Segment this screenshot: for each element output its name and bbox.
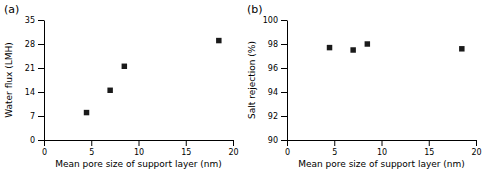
panel-label: (b) [247,3,263,16]
tick: 28 [25,40,44,49]
tick-label: 28 [25,40,35,49]
tick: 20 [228,140,238,157]
tick-mark [281,92,287,93]
tick-mark [281,20,287,21]
tick-mark [476,140,477,146]
tick: 10 [134,140,144,157]
tick: 21 [25,64,44,73]
panel: 0 5 10 15 20 0 7 14 21 28 35 Mean pore size of supp… [4,3,239,169]
tick: 98 [268,40,287,49]
x-axis-title: Mean pore size of support layer (nm) [55,159,222,169]
tick-label: 5 [89,148,94,157]
tick: 0 [285,140,290,157]
panel: 0 5 10 15 20 90 92 94 96 98 100 Mean pore size of s… [247,3,482,169]
chart: 0 5 10 15 20 0 7 14 21 28 35 Mean pore size of supp… [0,0,486,172]
tick-mark [38,20,44,21]
tick-label: 0 [42,148,47,157]
tick: 35 [25,16,44,25]
tick-label: 0 [30,136,35,145]
tick: 0 [30,136,44,145]
panel-label: (a) [4,3,19,16]
axis-line [287,21,288,141]
tick-mark [287,140,288,146]
tick-label: 15 [181,148,191,157]
tick-label: 96 [268,64,278,73]
tick-mark [334,140,335,146]
tick-mark [186,140,187,146]
point [327,45,332,50]
tick-mark [38,44,44,45]
tick-label: 10 [134,148,144,157]
tick: 90 [268,136,287,145]
tick-label: 14 [25,88,35,97]
tick-mark [38,140,44,141]
point [365,41,370,46]
x-axis: 0 5 10 15 20 [285,140,482,157]
tick-mark [38,92,44,93]
tick: 5 [89,140,94,157]
tick: 20 [471,140,481,157]
tick: 14 [25,88,44,97]
tick-label: 100 [263,16,278,25]
tick-label: 98 [268,40,278,49]
tick-label: 0 [285,148,290,157]
tick-label: 92 [268,112,278,121]
point [459,46,464,51]
y-axis: 0 7 14 21 28 35 [25,16,45,145]
points [327,41,465,52]
tick-label: 5 [332,148,337,157]
tick: 15 [424,140,434,157]
tick-label: 10 [377,148,387,157]
tick-mark [382,140,383,146]
points [84,38,222,115]
tick: 15 [181,140,191,157]
tick-mark [429,140,430,146]
tick: 5 [332,140,337,157]
tick-mark [281,68,287,69]
tick: 100 [263,16,287,25]
tick-label: 7 [30,112,35,121]
x-axis-title: Mean pore size of support layer (nm) [298,159,465,169]
tick-mark [91,140,92,146]
tick: 96 [268,64,287,73]
point [122,64,127,69]
tick: 0 [42,140,47,157]
tick-mark [281,116,287,117]
tick: 94 [268,88,287,97]
y-axis: 90 92 94 96 98 100 [263,16,288,145]
point [84,110,89,115]
tick-label: 94 [268,88,278,97]
tick: 92 [268,112,287,121]
tick-mark [44,140,45,146]
y-axis-title: Salt rejection (%) [247,41,257,119]
tick-mark [139,140,140,146]
x-axis: 0 5 10 15 20 [42,140,239,157]
tick-label: 20 [471,148,481,157]
tick-mark [38,68,44,69]
tick-mark [281,140,287,141]
point [216,38,221,43]
tick-label: 21 [25,64,35,73]
tick-mark [281,44,287,45]
y-axis-title: Water flux (LMH) [4,42,14,118]
tick-mark [38,116,44,117]
axis-line [44,21,45,141]
tick-label: 90 [268,136,278,145]
point [350,47,355,52]
tick: 10 [377,140,387,157]
tick-label: 20 [228,148,238,157]
tick-label: 15 [424,148,434,157]
tick-mark [233,140,234,146]
tick: 7 [30,112,44,121]
tick-label: 35 [25,16,35,25]
point [107,88,112,93]
